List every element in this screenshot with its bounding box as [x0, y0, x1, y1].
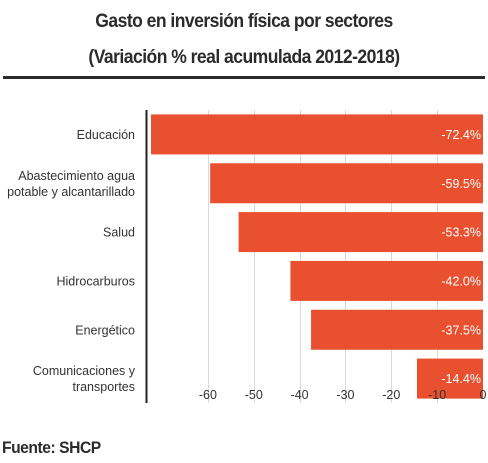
- category-label-1-line-1: potable y alcantarillado: [7, 185, 135, 199]
- title-divider: [3, 76, 485, 79]
- bar-4: [311, 309, 483, 350]
- source-note: Fuente: SHCP: [2, 438, 101, 457]
- category-label-0: Educación: [77, 128, 135, 142]
- bar-value-label-5: -14.4%: [441, 372, 481, 386]
- bar-value-label-0: -72.4%: [441, 128, 481, 142]
- chart-subtitle: (Variación % real acumulada 2012-2018): [88, 46, 400, 68]
- x-tick-label-3: -30: [336, 388, 354, 402]
- category-label-4: Energético: [75, 323, 135, 337]
- category-label-5-line-1: transportes: [72, 380, 135, 394]
- bar-3: [290, 260, 483, 301]
- bar-0: [151, 114, 484, 155]
- bar-value-label-4: -37.5%: [441, 323, 481, 337]
- chart-title: Gasto en inversión física por sectores: [95, 10, 393, 32]
- x-tick-label-5: -10: [428, 388, 446, 402]
- x-tick-label-2: -40: [291, 388, 309, 402]
- x-tick-label-6: 0: [480, 388, 487, 402]
- x-tick-label-0: -60: [199, 388, 217, 402]
- bar-2: [238, 212, 483, 253]
- category-label-3: Hidrocarburos: [56, 274, 135, 288]
- bar-value-label-2: -53.3%: [441, 226, 481, 240]
- bar-5: [416, 358, 483, 399]
- category-label-1-line-0: Abastecimiento agua: [18, 169, 135, 183]
- x-tick-label-4: -20: [382, 388, 400, 402]
- bar-value-label-3: -42.0%: [441, 274, 481, 288]
- x-tick-label-1: -50: [245, 388, 263, 402]
- category-label-5-line-0: Comunicaciones y: [33, 364, 136, 378]
- bar-1: [210, 163, 483, 204]
- category-label-2: Salud: [103, 226, 135, 240]
- bar-value-label-1: -59.5%: [441, 177, 481, 191]
